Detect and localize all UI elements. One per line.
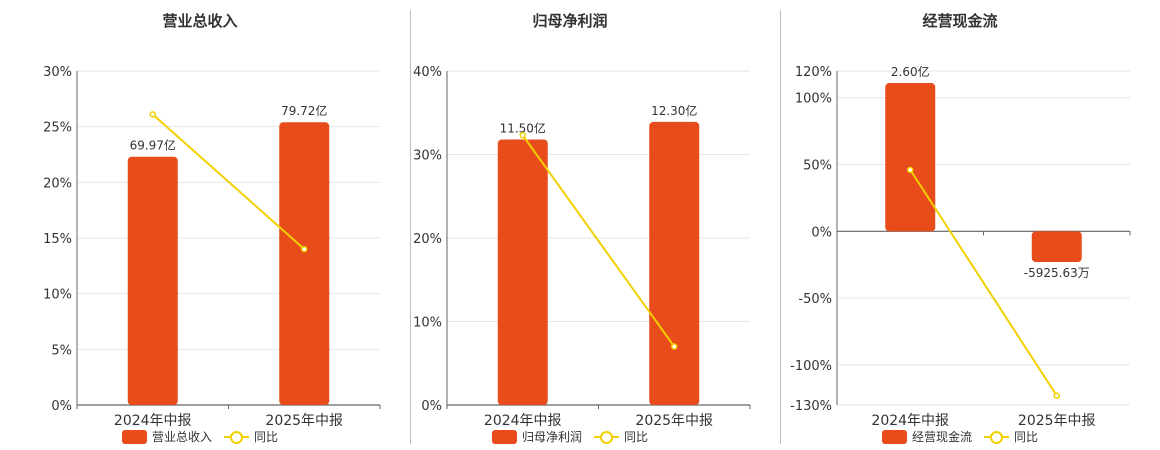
bar [279, 122, 330, 406]
legend-item-line[interactable]: 同比 [594, 428, 648, 445]
y-tick-label: 15% [43, 232, 72, 247]
bar-data-label: 11.50亿 [500, 120, 546, 135]
y-tick-label: 0% [421, 399, 442, 414]
legend-line-swatch [224, 430, 249, 444]
legend-label: 同比 [1014, 430, 1039, 444]
bar [497, 139, 548, 405]
chart-svg-net-profit: 0% 10% 20% 30% 40% 2024年中报 2025年中报 11.50亿 12.30亿 [413, 65, 751, 429]
y-tick-label: 10% [43, 288, 72, 303]
bar-data-label: 2.60亿 [891, 64, 930, 79]
y-tick-label: 10% [413, 316, 442, 331]
legend: 经营现金流 同比 [760, 428, 1160, 445]
y-tick-label: 50% [803, 159, 832, 174]
chart-panel-cash-flow: 经营现金流 -130% -100% -50% 0% 50% 100% 120% 2024年中报… [760, 0, 1160, 450]
chart-svg-cash-flow: -130% -100% -50% 0% 50% 100% 120% 2024年中报 2025年中… [790, 64, 1131, 429]
legend-label: 营业总收入 [151, 430, 212, 444]
panel-divider [780, 10, 781, 444]
x-tick-label: 2024年中报 [871, 413, 949, 429]
y-tick-label: 120% [795, 65, 832, 80]
bar [1031, 231, 1082, 263]
legend-label: 同比 [624, 430, 649, 444]
yoy-point [519, 132, 526, 139]
legend-label: 经营现金流 [911, 430, 972, 444]
legend-label: 同比 [254, 430, 279, 444]
x-tick-label: 2025年中报 [265, 413, 343, 429]
y-tick-label: 100% [795, 92, 832, 107]
yoy-point [301, 245, 308, 253]
yoy-point [1053, 392, 1060, 399]
x-tick-label: 2025年中报 [1018, 413, 1096, 429]
y-tick-label: 30% [413, 149, 442, 164]
y-tick-label: 0% [51, 399, 72, 414]
y-tick-label: -50% [798, 292, 832, 307]
y-tick-label: 5% [51, 343, 72, 358]
bar-data-label: 69.97亿 [130, 138, 176, 153]
x-tick-label: 2024年中报 [484, 413, 562, 429]
y-tick-label: -100% [790, 359, 832, 374]
legend-label: 归母净利润 [521, 430, 582, 444]
chart-title: 归母净利润 [532, 12, 608, 30]
chart-title: 经营现金流 [922, 12, 998, 30]
y-tick-label: 40% [413, 65, 442, 80]
legend: 营业总收入 同比 [0, 428, 400, 445]
y-tick-label: -130% [790, 399, 832, 414]
legend-item-bar[interactable]: 营业总收入 [121, 428, 212, 445]
legend-item-line[interactable]: 同比 [224, 428, 278, 445]
x-tick-label: 2025年中报 [635, 413, 713, 429]
y-tick-label: 25% [43, 121, 72, 136]
legend-line-swatch [594, 430, 619, 444]
chart-title: 营业总收入 [162, 12, 238, 30]
bar-data-label: 79.72亿 [281, 103, 327, 118]
y-tick-label: 30% [43, 65, 72, 80]
legend-bar-swatch [121, 429, 147, 444]
chart-svg-revenue: 0% 5% 10% 15% 20% 25% 30% 2024年中报 2025年中报 69.97亿 7… [43, 65, 381, 429]
yoy-point [149, 111, 156, 118]
y-tick-label: 20% [413, 232, 442, 247]
yoy-line [152, 113, 305, 250]
bar-data-label: 12.30亿 [651, 103, 697, 118]
chart-panel-net-profit: 归母净利润 0% 10% 20% 30% 40% 2024年中报 2025年中报 11.50亿… [370, 0, 770, 450]
bar-data-label: -5925.63万 [1024, 266, 1090, 280]
legend-line-swatch [984, 430, 1009, 444]
bar [649, 121, 700, 405]
yoy-line [909, 169, 1058, 397]
yoy-line [521, 134, 676, 348]
legend-item-bar[interactable]: 归母净利润 [491, 428, 582, 445]
legend-bar-swatch [491, 429, 517, 444]
legend-item-line[interactable]: 同比 [984, 428, 1038, 445]
x-tick-label: 2024年中报 [114, 413, 192, 429]
y-tick-label: 20% [43, 176, 72, 191]
legend: 归母净利润 同比 [370, 428, 770, 445]
legend-bar-swatch [881, 429, 907, 444]
yoy-point [907, 166, 914, 174]
legend-item-bar[interactable]: 经营现金流 [881, 428, 972, 445]
yoy-point [671, 343, 678, 350]
bar [127, 156, 178, 405]
panel-divider [410, 10, 411, 444]
chart-panel-revenue: 营业总收入 0% 5% 10% 15% 20% 25% 30% 2024年中报 2025年中报 6… [0, 0, 400, 450]
y-tick-label: 0% [811, 225, 832, 240]
bar [885, 83, 936, 232]
